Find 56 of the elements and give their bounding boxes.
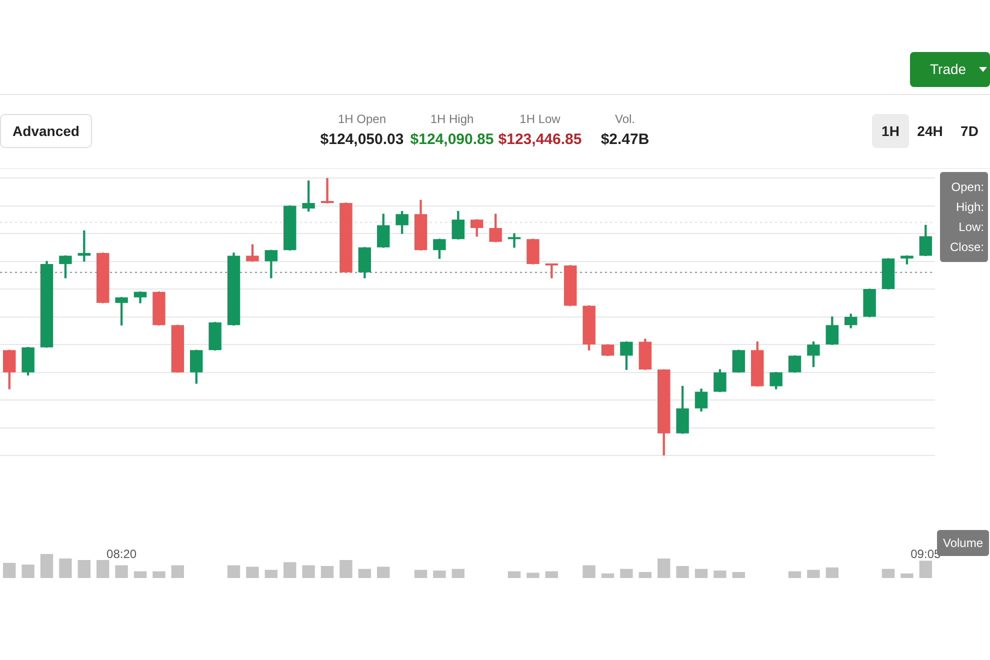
text: $2.47B <box>600 131 650 148</box>
bar <box>433 570 446 578</box>
bar <box>657 558 670 578</box>
text: $124,090.85 <box>410 131 494 148</box>
bar <box>826 567 839 578</box>
bar <box>601 573 614 578</box>
bar <box>676 566 689 578</box>
text: $123,446.85 <box>498 131 582 148</box>
bar <box>582 565 596 578</box>
bar <box>320 566 334 578</box>
bar <box>900 573 914 578</box>
bar <box>227 565 240 578</box>
bar <box>452 568 465 578</box>
bar <box>545 571 558 578</box>
bar <box>788 571 802 578</box>
bar <box>2 562 16 578</box>
time-tabs: 1H 24H 7D <box>872 114 988 148</box>
bar <box>264 570 278 578</box>
bar <box>115 565 128 578</box>
bar <box>96 560 110 578</box>
bar <box>526 572 540 578</box>
bar <box>358 568 372 578</box>
bar <box>134 571 147 578</box>
volume-box: Volume <box>937 530 989 556</box>
bar <box>340 560 352 578</box>
bar <box>59 558 72 578</box>
bar <box>171 565 184 578</box>
bar <box>302 565 315 578</box>
candlestick <box>508 233 521 248</box>
x-tick-label: 08:20 <box>106 547 137 562</box>
bar <box>919 560 932 578</box>
trade-button: Trade <box>910 52 990 87</box>
text: 1H High <box>430 112 474 126</box>
text: Vol. <box>614 112 635 126</box>
bar <box>638 572 652 578</box>
bar <box>40 554 54 578</box>
bar <box>414 570 428 578</box>
bar <box>283 562 296 578</box>
text: $124,050.03 <box>320 131 404 148</box>
bar <box>694 568 708 578</box>
bar <box>508 571 521 578</box>
candlestick <box>320 178 334 204</box>
bar <box>807 570 820 578</box>
bar <box>732 572 746 578</box>
text: 1H Open <box>338 112 386 126</box>
text: 1H Low <box>520 112 560 126</box>
bar <box>246 566 259 578</box>
bar <box>620 568 633 578</box>
bar <box>376 566 390 578</box>
bar <box>714 570 726 578</box>
bar <box>882 568 895 578</box>
bar <box>78 560 91 578</box>
bar <box>22 564 34 578</box>
tooltip-box: Open: High: Low: Close: <box>940 172 988 262</box>
bar <box>152 571 166 578</box>
advanced-button: Advanced <box>0 114 92 148</box>
